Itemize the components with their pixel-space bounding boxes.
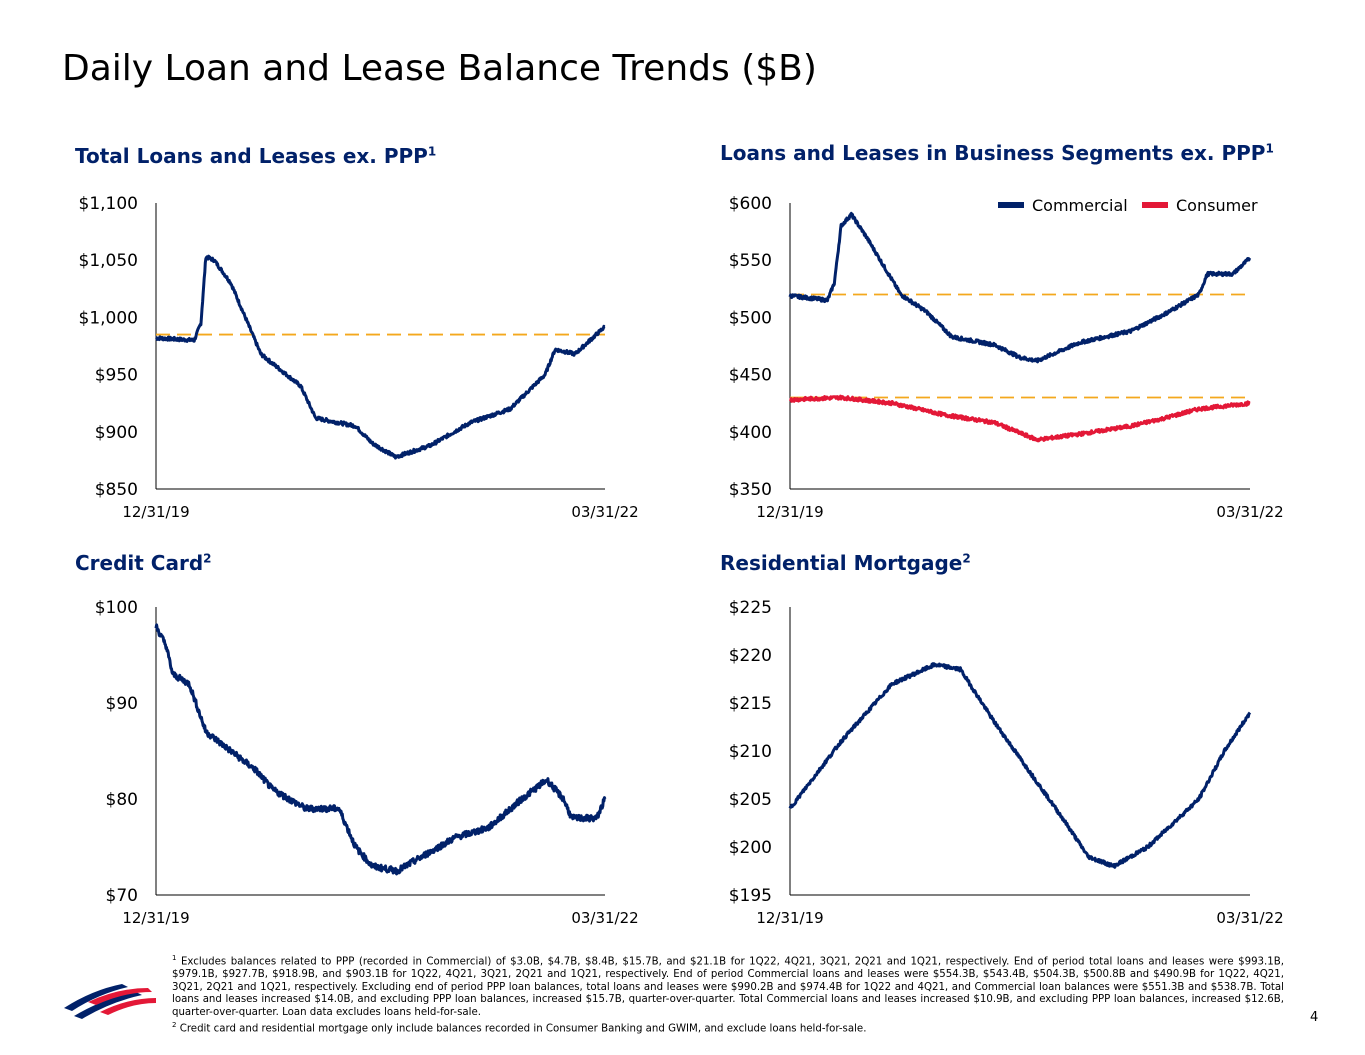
page-title: Daily Loan and Lease Balance Trends ($B)	[62, 48, 817, 89]
y-tick-label: $400	[729, 423, 772, 443]
y-tick-label: $90	[106, 694, 138, 714]
y-tick-label: $450	[729, 366, 772, 386]
y-tick-label: $225	[729, 598, 772, 618]
y-tick-label: $195	[729, 886, 772, 906]
y-tick-label: $215	[729, 694, 772, 714]
x-tick-label: 03/31/22	[571, 909, 638, 927]
chart-title-total-loans: Total Loans and Leases ex. PPP1	[75, 144, 437, 168]
y-tick-label: $600	[729, 194, 772, 214]
y-tick-label: $100	[95, 598, 138, 618]
x-tick-label: 03/31/22	[571, 503, 638, 521]
bank-logo-icon	[62, 980, 157, 1029]
legend-label-commercial: Commercial	[1032, 196, 1128, 215]
x-tick-label: 12/31/19	[756, 909, 823, 927]
series-line-total	[155, 254, 606, 460]
legend-label-consumer: Consumer	[1176, 196, 1258, 215]
chart-title-business-segments: Loans and Leases in Business Segments ex…	[720, 141, 1274, 165]
footnote-2: 2 Credit card and residential mortgage o…	[172, 1021, 867, 1035]
y-tick-label: $200	[729, 838, 772, 858]
y-tick-label: $550	[729, 251, 772, 271]
chart-title-residential-mortgage: Residential Mortgage2	[720, 551, 971, 575]
y-tick-label: $900	[95, 423, 138, 443]
page-number: 4	[1310, 1010, 1319, 1025]
series-line-residential-mortgage	[788, 662, 1252, 869]
y-tick-label: $350	[729, 480, 772, 500]
footnotes: 1 Excludes balances related to PPP (reco…	[172, 952, 1284, 1036]
y-tick-label: $210	[729, 742, 772, 762]
y-tick-label: $1,100	[79, 194, 138, 214]
series-line-commercial	[788, 211, 1252, 364]
y-tick-label: $850	[95, 480, 138, 500]
x-tick-label: 03/31/22	[1216, 909, 1283, 927]
legend-swatch-commercial	[998, 202, 1024, 208]
y-tick-label: $500	[729, 308, 772, 328]
y-tick-label: $950	[95, 366, 138, 386]
footnote-1: 1 Excludes balances related to PPP (reco…	[172, 954, 1284, 1018]
series-line-credit-card	[154, 623, 607, 876]
x-tick-label: 03/31/22	[1216, 503, 1283, 521]
y-tick-label: $1,050	[79, 251, 138, 271]
charts-canvas: $850 $900 $950 $1,000 $1,050 $1,100 12/31/19 03…	[79, 194, 1284, 927]
y-tick-label: $1,000	[79, 308, 138, 328]
series-line-consumer	[788, 394, 1251, 443]
y-tick-label: $205	[729, 790, 772, 810]
y-tick-label: $70	[106, 886, 138, 906]
x-tick-label: 12/31/19	[756, 503, 823, 521]
y-tick-label: $80	[106, 790, 138, 810]
x-tick-label: 12/31/19	[122, 503, 189, 521]
x-tick-label: 12/31/19	[122, 909, 189, 927]
chart-title-credit-card: Credit Card2	[75, 551, 212, 575]
legend-swatch-consumer	[1142, 202, 1168, 208]
y-tick-label: $220	[729, 646, 772, 666]
